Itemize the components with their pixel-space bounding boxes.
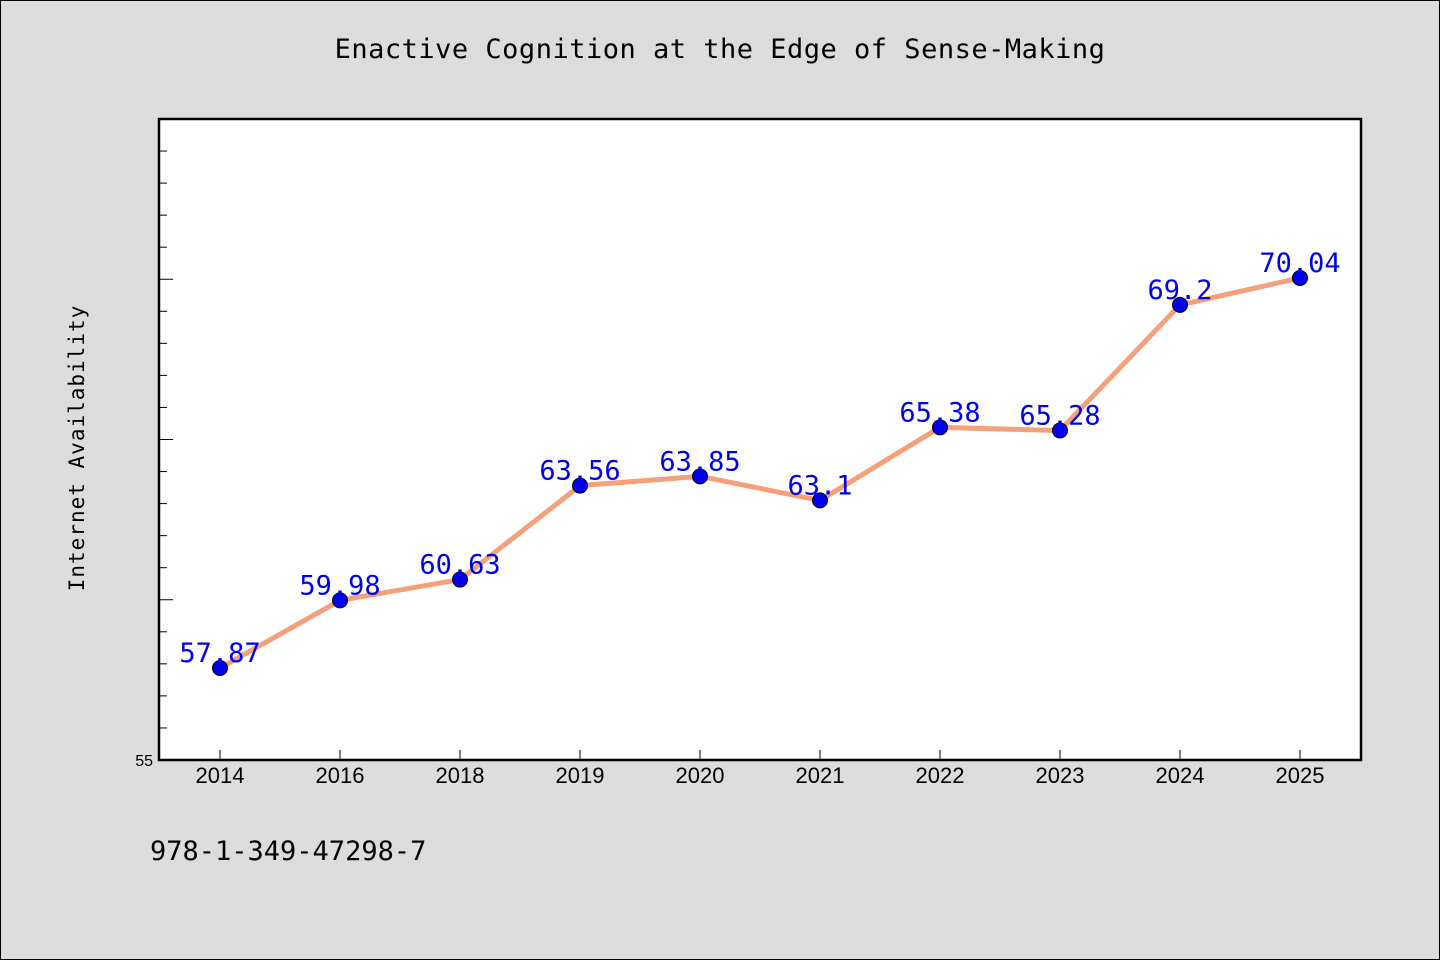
y-tick-label: 55 — [135, 753, 153, 770]
data-labels: 57.87 59.98 60.63 63.56 63.85 63.1 65.38 65.28 6… — [179, 248, 1340, 669]
data-label: 63.1 — [787, 470, 852, 501]
chart-title: Enactive Cognition at the Edge of Sense-… — [334, 34, 1106, 65]
data-point — [692, 468, 708, 485]
data-label: 70.04 — [1259, 248, 1340, 279]
y-axis-ticks: 55 — [135, 118, 173, 770]
x-axis-ticks: 2014 2016 2018 2019 2020 2021 2022 2023 2024 2025 — [196, 750, 1325, 788]
data-point — [1052, 422, 1068, 439]
data-point — [572, 477, 588, 494]
x-tick-label: 2021 — [796, 763, 845, 788]
data-label: 60.63 — [419, 550, 500, 581]
x-tick-label: 2018 — [436, 763, 485, 788]
x-tick-label: 2022 — [916, 763, 965, 788]
data-label: 65.38 — [899, 397, 980, 428]
x-tick-label: 2019 — [556, 763, 605, 788]
x-tick-label: 2014 — [196, 763, 245, 788]
data-point — [932, 419, 948, 436]
data-label: 59.98 — [299, 570, 380, 601]
data-point — [1292, 269, 1308, 286]
x-tick-label: 2024 — [1156, 763, 1205, 788]
data-label: 69.2 — [1147, 275, 1212, 306]
data-point — [1172, 296, 1188, 313]
data-point — [452, 571, 468, 588]
isbn-footer: 978-1-349-47298-7 — [150, 836, 427, 867]
data-point — [212, 660, 228, 677]
x-tick-label: 2025 — [1276, 763, 1325, 788]
x-tick-label: 2016 — [316, 763, 365, 788]
plot-area — [157, 117, 1363, 762]
data-label: 57.87 — [179, 638, 260, 669]
data-point — [332, 592, 348, 609]
data-label: 65.28 — [1019, 401, 1100, 432]
data-label: 63.56 — [539, 456, 620, 487]
data-point — [812, 492, 828, 509]
x-tick-label: 2020 — [676, 763, 725, 788]
series-line — [217, 275, 1303, 671]
data-label: 63.85 — [659, 446, 740, 477]
x-tick-label: 2023 — [1036, 763, 1085, 788]
series-layer — [212, 269, 1308, 677]
